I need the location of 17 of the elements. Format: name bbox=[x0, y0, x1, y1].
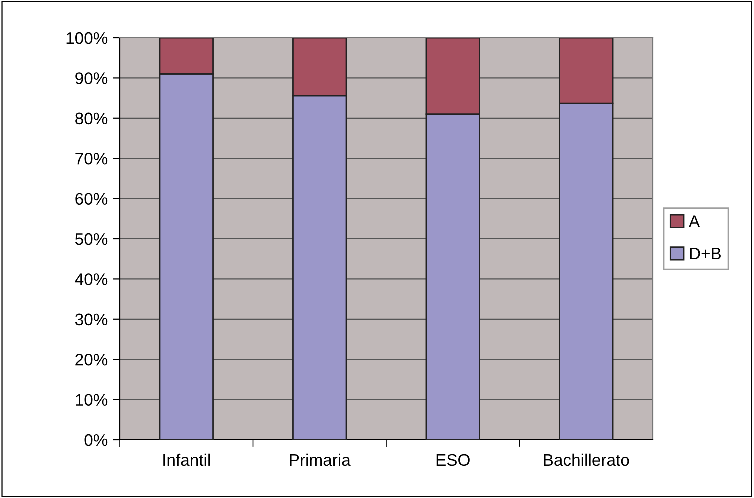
y-tick-label: 100% bbox=[66, 32, 108, 44]
y-tick-label: 80% bbox=[76, 112, 108, 125]
y-tick-label: 10% bbox=[76, 394, 108, 406]
x-tick-label: Primaria bbox=[290, 454, 351, 466]
y-tick-label: 50% bbox=[76, 233, 108, 246]
y-tick-label: 90% bbox=[76, 72, 108, 84]
legend-label: A bbox=[689, 216, 700, 228]
x-tick-label: Infantil bbox=[164, 454, 210, 466]
y-tick-label: 70% bbox=[76, 153, 108, 165]
legend-label: D+B bbox=[690, 248, 722, 260]
y-tick-label: 20% bbox=[76, 354, 108, 366]
y-tick-label: 60% bbox=[76, 193, 108, 206]
x-tick-label: Bachillerato bbox=[544, 454, 630, 466]
y-tick-label: 0% bbox=[84, 434, 108, 446]
y-tick-label: 40% bbox=[75, 274, 108, 286]
y-tick-label: 30% bbox=[75, 314, 108, 326]
x-tick-label: ESO bbox=[436, 454, 470, 466]
